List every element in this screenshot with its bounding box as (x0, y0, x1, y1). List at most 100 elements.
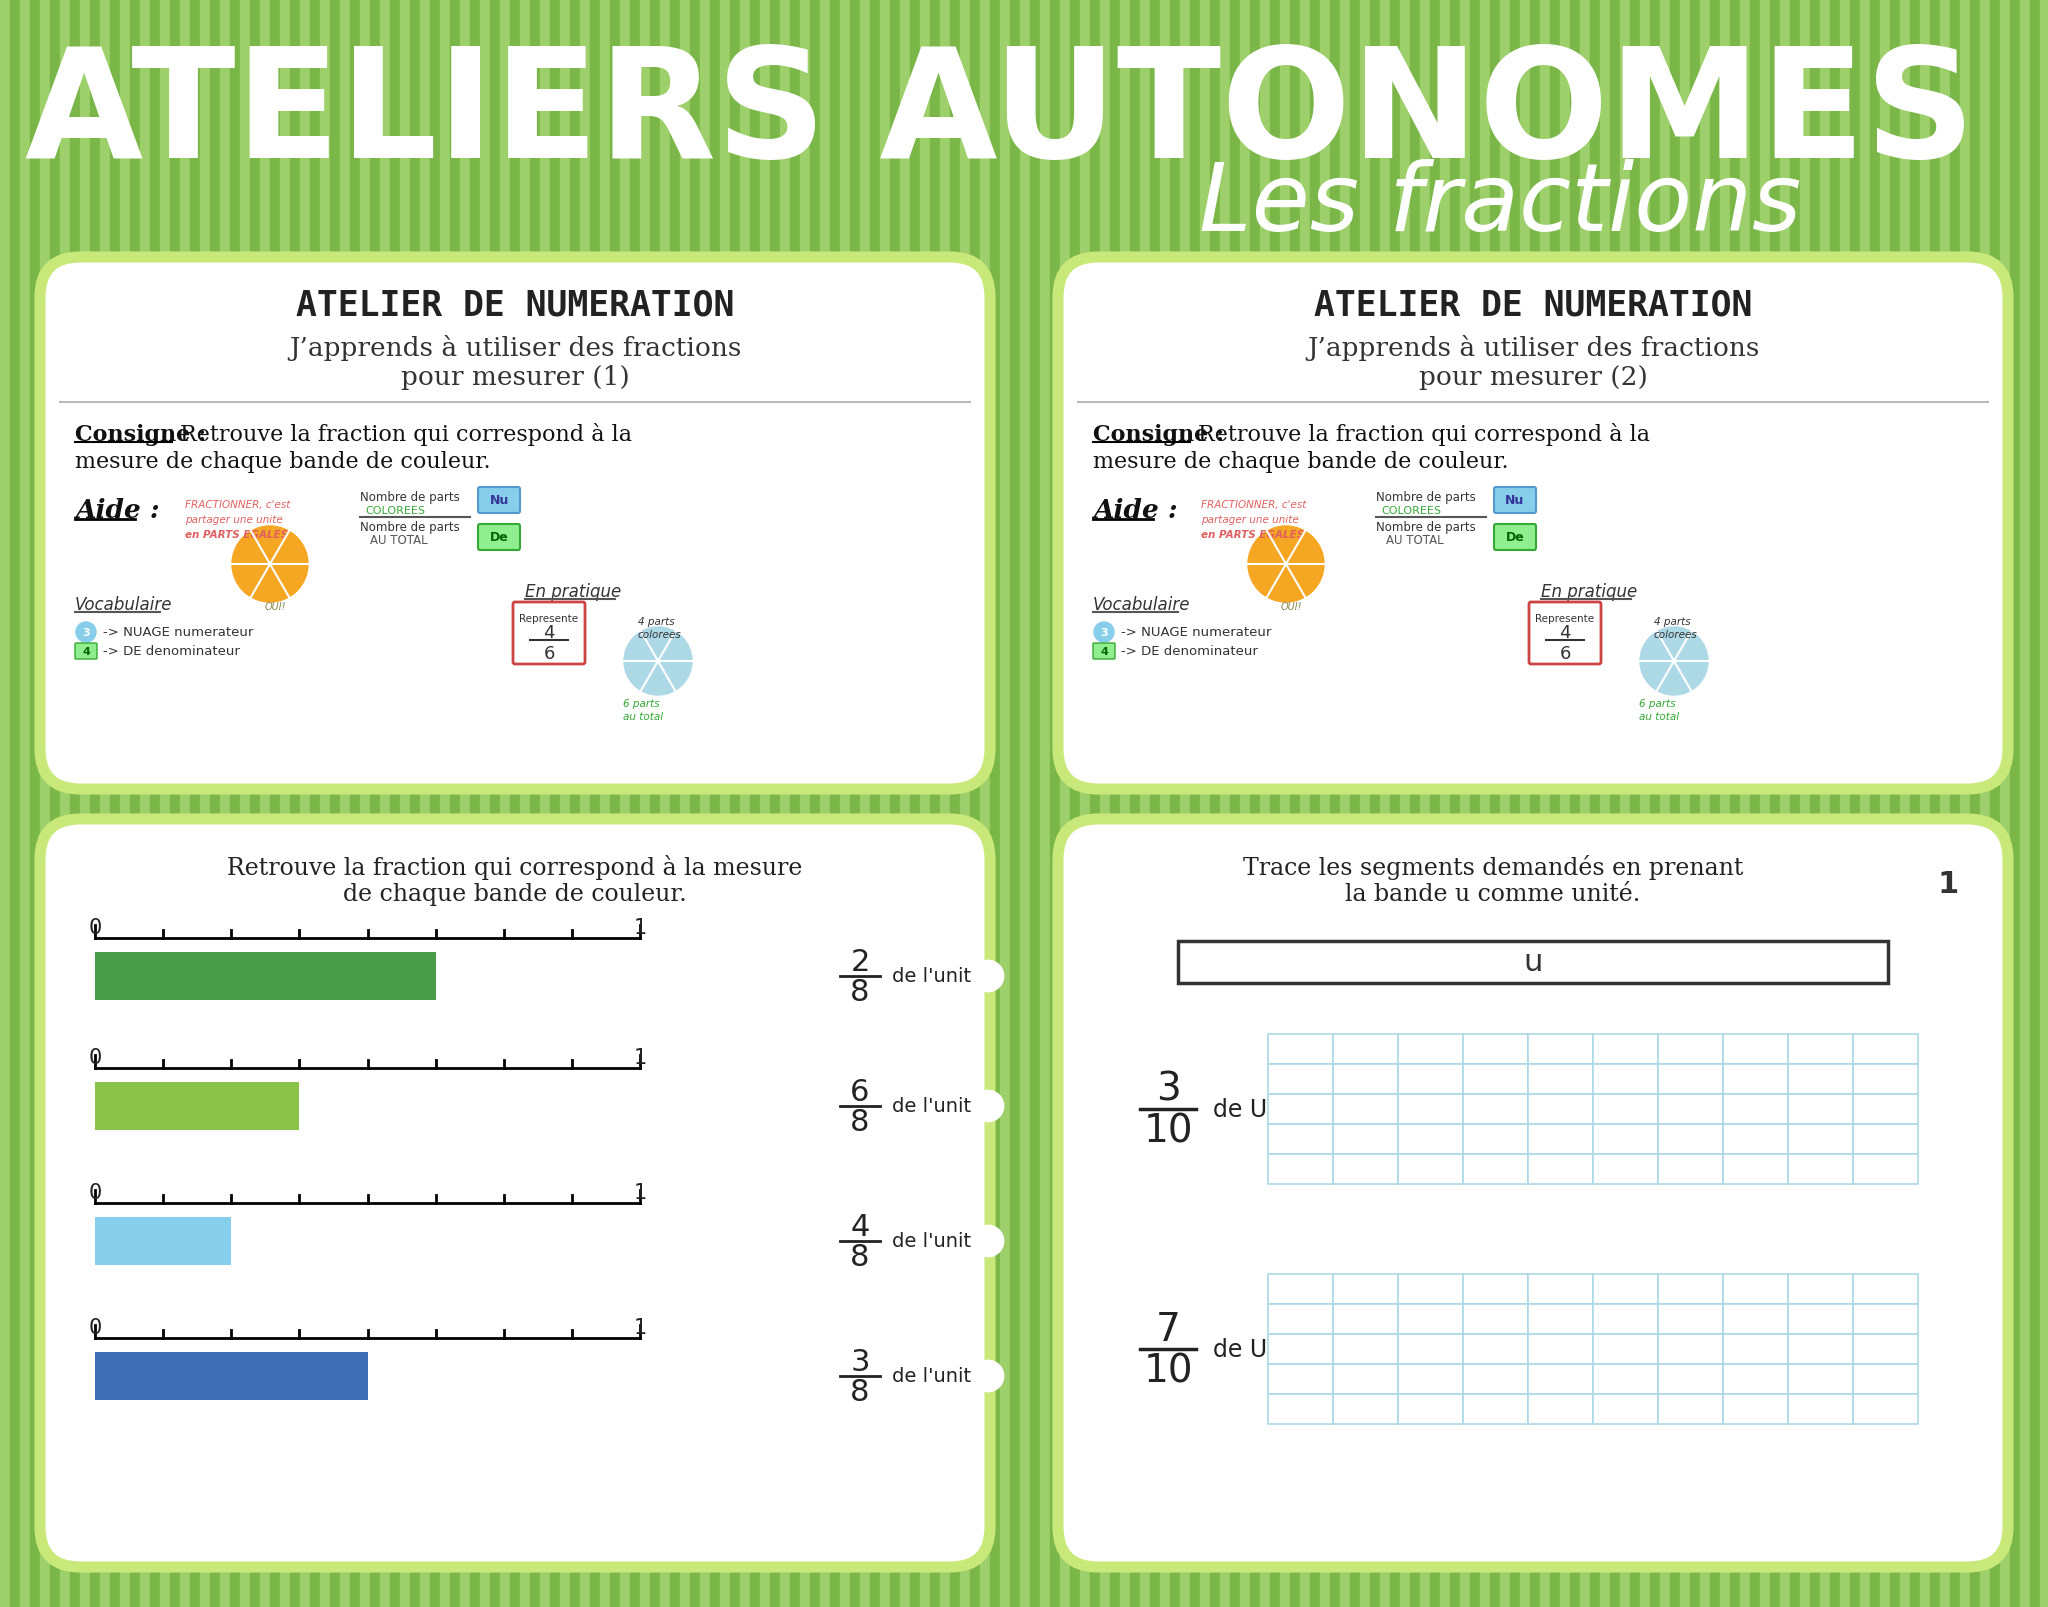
Bar (1268, 1154, 1333, 1184)
Bar (1853, 1035, 1919, 1064)
Bar (1462, 1274, 1528, 1305)
Bar (1561, 0, 1571, 1607)
Bar (1528, 1094, 1593, 1125)
Bar (1311, 0, 1321, 1607)
Bar (160, 0, 170, 1607)
Bar (1722, 1305, 1788, 1334)
Bar (1929, 0, 1939, 1607)
Text: 10: 10 (1143, 1112, 1192, 1151)
Bar (1722, 1035, 1788, 1064)
Bar (41, 0, 49, 1607)
Bar (1788, 1094, 1853, 1125)
Text: u: u (1524, 948, 1542, 977)
Bar (1669, 0, 1679, 1607)
Text: de U: de U (1212, 1098, 1268, 1122)
Text: 0: 0 (88, 1048, 102, 1067)
Bar (721, 0, 729, 1607)
Bar (1268, 1125, 1333, 1154)
Text: ATELIER DE NUMERATION: ATELIER DE NUMERATION (295, 288, 733, 321)
Bar (1380, 0, 1391, 1607)
Text: Represente: Represente (1536, 614, 1595, 624)
Text: Consigne :: Consigne : (1094, 424, 1225, 445)
Bar (1540, 0, 1550, 1607)
Bar (211, 0, 219, 1607)
Bar (1620, 0, 1630, 1607)
Text: Aide :: Aide : (1094, 497, 1178, 522)
Bar (1651, 0, 1661, 1607)
Bar (2009, 0, 2019, 1607)
Bar (1249, 0, 1260, 1607)
Bar (1268, 1334, 1333, 1364)
Bar (1659, 1064, 1722, 1094)
Bar (291, 0, 299, 1607)
Text: 6 parts: 6 parts (1638, 699, 1675, 709)
Bar (700, 0, 711, 1607)
Bar (1853, 1364, 1919, 1395)
FancyBboxPatch shape (41, 257, 989, 789)
Bar (1630, 0, 1640, 1607)
Text: de l'unite: de l'unite (893, 1366, 983, 1385)
Text: 4: 4 (543, 624, 555, 641)
Bar (1788, 1334, 1853, 1364)
Bar (1528, 1154, 1593, 1184)
Bar (1333, 1334, 1399, 1364)
FancyBboxPatch shape (512, 603, 586, 665)
Text: Retrouve la fraction qui correspond à la mesure: Retrouve la fraction qui correspond à la… (227, 855, 803, 881)
Bar (1333, 1364, 1399, 1395)
Bar (829, 0, 840, 1607)
Text: AU TOTAL: AU TOTAL (1386, 534, 1444, 546)
Text: 4 parts: 4 parts (1655, 617, 1692, 627)
FancyBboxPatch shape (1493, 524, 1536, 551)
Text: 4 parts: 4 parts (639, 617, 674, 627)
Bar (420, 0, 430, 1607)
FancyBboxPatch shape (477, 487, 520, 514)
Text: OUI!: OUI! (264, 601, 287, 612)
Bar (201, 0, 211, 1607)
Bar (1270, 0, 1280, 1607)
Bar (1528, 1125, 1593, 1154)
FancyBboxPatch shape (41, 820, 989, 1567)
Bar (1790, 0, 1800, 1607)
Bar (1849, 0, 1860, 1607)
Bar (2001, 0, 2009, 1607)
Bar (600, 0, 610, 1607)
Bar (1030, 0, 1040, 1607)
Text: 8: 8 (850, 1242, 870, 1271)
Bar (360, 0, 371, 1607)
Text: en PARTS EGALES: en PARTS EGALES (184, 530, 289, 540)
Bar (1528, 1334, 1593, 1364)
Bar (1399, 1125, 1462, 1154)
Bar (1589, 0, 1599, 1607)
Bar (1462, 1154, 1528, 1184)
Text: ATELIERS AUTONOMES: ATELIERS AUTONOMES (25, 40, 1974, 190)
Circle shape (76, 622, 96, 643)
Bar (94, 953, 436, 1001)
Bar (1290, 0, 1300, 1607)
Bar (1491, 0, 1499, 1607)
Text: Retrouve la fraction qui correspond à la: Retrouve la fraction qui correspond à la (1198, 423, 1651, 447)
Bar (1788, 1154, 1853, 1184)
Text: -> NUAGE numerateur: -> NUAGE numerateur (102, 627, 254, 640)
Text: Nombre de parts: Nombre de parts (360, 521, 459, 534)
Bar (1593, 1305, 1659, 1334)
Bar (1722, 1125, 1788, 1154)
Bar (330, 0, 340, 1607)
Bar (319, 0, 330, 1607)
Bar (381, 0, 389, 1607)
Bar (340, 0, 350, 1607)
Bar (1180, 0, 1190, 1607)
FancyBboxPatch shape (1059, 820, 2007, 1567)
Bar (1200, 0, 1210, 1607)
Bar (270, 0, 281, 1607)
Bar (530, 0, 541, 1607)
Text: AU TOTAL: AU TOTAL (371, 534, 428, 546)
Bar (1759, 0, 1769, 1607)
Bar (1659, 1094, 1722, 1125)
Bar (1788, 1064, 1853, 1094)
Bar (1950, 0, 1960, 1607)
Text: 3: 3 (850, 1348, 870, 1377)
Bar (1853, 1305, 1919, 1334)
Bar (2019, 0, 2030, 1607)
Text: De: De (1505, 532, 1524, 545)
Bar (1839, 0, 1849, 1607)
